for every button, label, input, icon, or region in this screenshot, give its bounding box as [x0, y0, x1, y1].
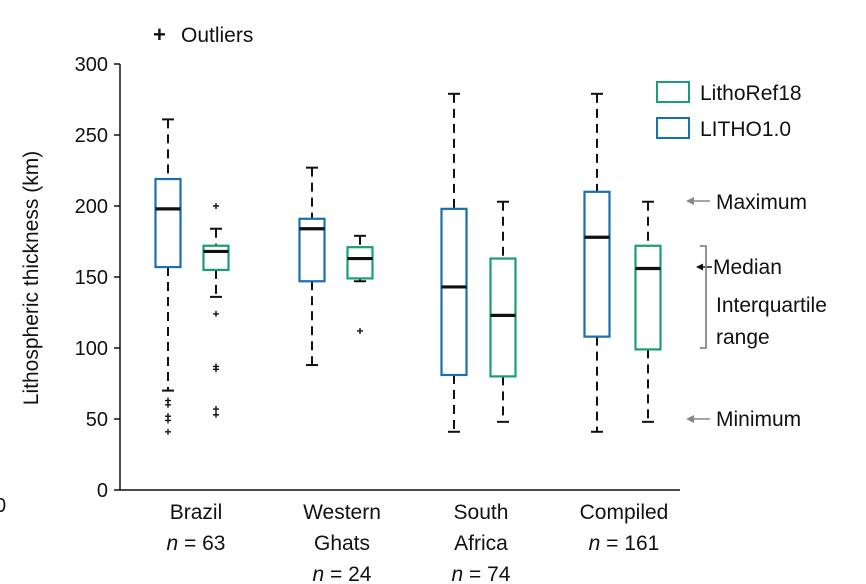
outliers-legend-label: Outliers — [181, 24, 253, 47]
key-iqr-label-line1: Interquartile — [716, 294, 827, 317]
x-category-0: Brazil n = 63 — [167, 501, 226, 555]
legend-swatch-lithoref18 — [656, 81, 690, 103]
outlier-marker — [213, 310, 219, 317]
outlier-marker — [165, 401, 171, 408]
iqr-box — [440, 207, 468, 377]
y-tick-label-150: 150 — [75, 267, 108, 289]
y-tick-label-200: 200 — [75, 196, 108, 218]
x-category-3: Compiled n = 161 — [580, 501, 669, 555]
outlier-marker — [165, 428, 171, 435]
key-maximum: Maximum — [686, 191, 807, 214]
box-lithoref18-0 — [202, 203, 230, 418]
x-category-count: n = 24 — [313, 563, 372, 584]
box-litho10-3 — [583, 92, 611, 433]
legend-label-lithoref18: LithoRef18 — [700, 82, 802, 105]
y-tick-label-50: 50 — [86, 409, 108, 431]
box-litho10-0 — [154, 118, 182, 435]
box-litho10-2 — [440, 92, 468, 433]
box-litho10-1 — [298, 166, 326, 367]
iqr-box — [489, 257, 517, 378]
key-median-label: Median — [713, 256, 782, 279]
outlier-marker — [357, 327, 363, 334]
key-maximum-arrowhead — [686, 197, 694, 205]
x-category-1: Western Ghats n = 24 — [303, 501, 381, 584]
outlier-marker — [213, 366, 219, 373]
key-minimum: Minimum — [686, 408, 801, 431]
outliers-legend-marker: + — [153, 22, 166, 47]
outlier-marker — [213, 406, 219, 413]
x-category-label: Ghats — [314, 532, 370, 555]
iqr-box — [346, 246, 374, 280]
box-lithoref18-3 — [634, 200, 662, 423]
y-tick-label-250: 250 — [75, 125, 108, 147]
outlier-marker — [213, 411, 219, 418]
x-category-label: Brazil — [170, 501, 223, 524]
x-category-label: Africa — [454, 532, 508, 555]
legend-label-litho1: LITHO1.0 — [700, 118, 791, 141]
key-iqr: Interquartile range — [700, 245, 827, 349]
x-category-count: n = 63 — [167, 532, 226, 555]
x-category-count: n = 74 — [452, 563, 511, 584]
iqr-box — [634, 244, 662, 351]
iqr-box — [583, 190, 611, 338]
key-maximum-label: Maximum — [716, 191, 807, 214]
legend-swatch-litho1 — [656, 117, 690, 139]
key-median: Median — [696, 256, 782, 279]
x-category-count: n = 161 — [589, 532, 660, 555]
key-minimum-arrowhead — [686, 415, 694, 423]
box-lithoref18-2 — [489, 200, 517, 423]
y-tick-label-300: 300 — [75, 54, 108, 76]
x-category-2: South Africa n = 74 — [452, 501, 511, 584]
outlier-marker — [213, 203, 219, 209]
stray-tick-label: 0 — [0, 495, 6, 517]
x-category-label: Western — [303, 501, 381, 524]
y-axis-title: Lithospheric thickness (km) — [20, 151, 43, 405]
key-iqr-label-line2: range — [716, 326, 770, 349]
outlier-marker — [165, 417, 171, 424]
x-category-label: South — [454, 501, 509, 524]
box-lithoref18-1 — [346, 234, 374, 334]
y-tick-label-0: 0 — [97, 480, 108, 502]
key-minimum-label: Minimum — [716, 408, 801, 431]
x-category-label: Compiled — [580, 501, 669, 524]
iqr-box — [154, 177, 182, 269]
y-tick-label-100: 100 — [75, 338, 108, 360]
key-median-arrowhead — [696, 263, 703, 271]
key-iqr-bracket — [700, 245, 707, 349]
iqr-box — [202, 244, 230, 271]
